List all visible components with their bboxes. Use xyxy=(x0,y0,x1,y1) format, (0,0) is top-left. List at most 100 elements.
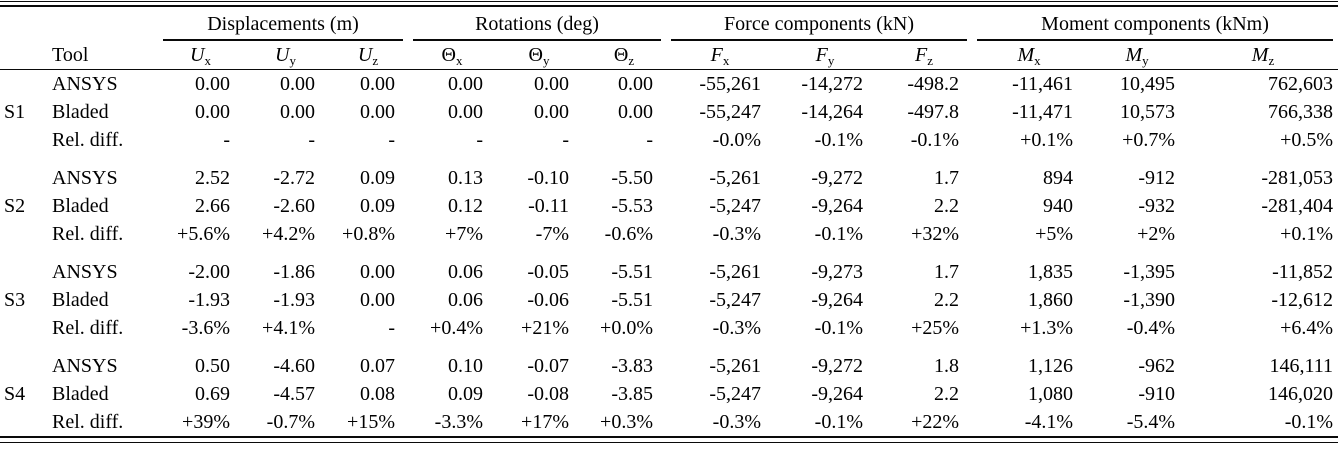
value-cell: 0.00 xyxy=(534,101,569,123)
value-cell: +0.7% xyxy=(1122,129,1176,151)
case-label-cell xyxy=(0,248,48,286)
value-cell: -0.11 xyxy=(528,195,569,217)
case-label-cell xyxy=(0,126,48,154)
value-cell: -9,264 xyxy=(811,383,863,405)
value-cell: -5,247 xyxy=(709,289,761,311)
table-row: Rel. diff. - - - - - - -0.0% -0.1% -0.1% +0.1% +0.7… xyxy=(0,126,1338,154)
value-cell: 1.7 xyxy=(934,167,960,189)
tool-cell: ANSYS xyxy=(52,355,118,377)
case-label-cell: S1 xyxy=(4,101,26,123)
value-cell: 10,495 xyxy=(1120,73,1176,95)
value-cell: 0.08 xyxy=(360,383,395,405)
value-cell: - xyxy=(223,129,230,151)
case-label-cell: S3 xyxy=(4,289,26,311)
table-row: Rel. diff. +39% -0.7% +15% -3.3% +17% +0.3% -0.… xyxy=(0,408,1338,436)
value-cell: 940 xyxy=(1043,195,1074,217)
col-mz: Mz xyxy=(1188,41,1338,70)
value-cell: -0.3% xyxy=(712,317,761,339)
value-cell: -0.3% xyxy=(712,411,761,433)
value-cell: - xyxy=(388,129,395,151)
col-fz: Fz xyxy=(876,41,973,70)
value-cell: 2.52 xyxy=(195,167,230,189)
case-label-cell xyxy=(0,342,48,380)
col-uz: Uz xyxy=(328,41,408,70)
group-displacements: Displacements (m) xyxy=(158,7,408,41)
value-cell: +1.3% xyxy=(1020,317,1074,339)
value-cell: 762,603 xyxy=(1268,73,1334,95)
value-cell: -55,247 xyxy=(699,101,761,123)
value-cell: 1,835 xyxy=(1028,261,1074,283)
tool-cell: Bladed xyxy=(52,383,109,405)
value-cell: 0.00 xyxy=(618,101,653,123)
value-cell: -7% xyxy=(535,223,569,245)
value-cell: +32% xyxy=(911,223,960,245)
load-case-section: ANSYS 0.50 -4.60 0.07 0.10 -0.07 -3.83 -5,261 -9… xyxy=(0,342,1338,436)
value-cell: -5.4% xyxy=(1126,411,1176,433)
col-thy: Θy xyxy=(496,41,582,70)
load-case-section: ANSYS 2.52 -2.72 0.09 0.13 -0.10 -5.50 -5,261 -9… xyxy=(0,154,1338,248)
col-mx: Mx xyxy=(972,41,1087,70)
value-cell: 2.2 xyxy=(934,383,960,405)
value-cell: 146,020 xyxy=(1268,383,1334,405)
value-cell: 2.2 xyxy=(934,195,960,217)
value-cell: 0.00 xyxy=(195,73,230,95)
value-cell: -5,247 xyxy=(709,383,761,405)
value-cell: 1.7 xyxy=(934,261,960,283)
value-cell: 0.00 xyxy=(448,101,483,123)
value-cell: +15% xyxy=(347,411,395,433)
value-cell: -4.1% xyxy=(1024,411,1074,433)
case-label-cell xyxy=(0,70,48,99)
value-cell: 0.09 xyxy=(360,195,395,217)
value-cell: -5.51 xyxy=(611,261,653,283)
value-cell: -0.4% xyxy=(1126,317,1176,339)
table-header: Displacements (m) Rotations (deg) Force … xyxy=(0,7,1338,70)
table-row: ANSYS 0.00 0.00 0.00 0.00 0.00 0.00 -55,261 -14,… xyxy=(0,70,1338,99)
value-cell: - xyxy=(646,129,653,151)
value-cell: -912 xyxy=(1138,167,1176,189)
value-cell: -3.3% xyxy=(434,411,483,433)
value-cell: +0.0% xyxy=(600,317,653,339)
load-case-section: ANSYS 0.00 0.00 0.00 0.00 0.00 0.00 -55,261 -14,… xyxy=(0,70,1338,155)
value-cell: -5.53 xyxy=(611,195,653,217)
value-cell: 766,338 xyxy=(1268,101,1334,123)
value-cell: 0.09 xyxy=(360,167,395,189)
value-cell: -9,264 xyxy=(811,289,863,311)
value-cell: 10,573 xyxy=(1120,101,1176,123)
case-label-cell: S4 xyxy=(4,383,26,405)
value-cell: -11,461 xyxy=(1012,73,1074,95)
value-cell: 0.12 xyxy=(448,195,483,217)
value-cell: 0.10 xyxy=(448,355,483,377)
tool-cell: Rel. diff. xyxy=(52,129,124,151)
tool-cell: Rel. diff. xyxy=(52,223,124,245)
value-cell: 2.2 xyxy=(934,289,960,311)
group-label: Force components (kN) xyxy=(724,13,914,35)
value-cell: -4.57 xyxy=(273,383,315,405)
value-cell: +0.1% xyxy=(1020,129,1074,151)
tool-cell: ANSYS xyxy=(52,167,118,189)
value-cell: - xyxy=(476,129,483,151)
value-cell: -0.1% xyxy=(814,317,863,339)
value-cell: -4.60 xyxy=(273,355,315,377)
value-cell: 0.00 xyxy=(360,101,395,123)
value-cell: 0.07 xyxy=(360,355,395,377)
value-cell: -9,272 xyxy=(811,167,863,189)
value-cell: -14,272 xyxy=(801,73,863,95)
value-cell: -5.50 xyxy=(611,167,653,189)
value-cell: -55,261 xyxy=(699,73,761,95)
value-cell: +7% xyxy=(445,223,483,245)
value-cell: 0.06 xyxy=(448,289,483,311)
load-case-section: ANSYS -2.00 -1.86 0.00 0.06 -0.05 -5.51 -5,261 -… xyxy=(0,248,1338,342)
column-header-row: Tool Ux Uy Uz Θx Θy Θz Fx Fy Fz Mx My Mz xyxy=(0,41,1338,70)
value-cell: -281,404 xyxy=(1261,195,1334,217)
value-cell: +0.3% xyxy=(600,411,653,433)
table-row: S1 Bladed 0.00 0.00 0.00 0.00 0.00 0.00 -55,247 -… xyxy=(0,98,1338,126)
value-cell: -932 xyxy=(1138,195,1176,217)
value-cell: 0.00 xyxy=(360,289,395,311)
value-cell: -0.7% xyxy=(266,411,315,433)
value-cell: -0.07 xyxy=(527,355,569,377)
value-cell: -0.05 xyxy=(527,261,569,283)
value-cell: +5.6% xyxy=(177,223,230,245)
value-cell: -0.1% xyxy=(814,411,863,433)
value-cell: +22% xyxy=(911,411,960,433)
